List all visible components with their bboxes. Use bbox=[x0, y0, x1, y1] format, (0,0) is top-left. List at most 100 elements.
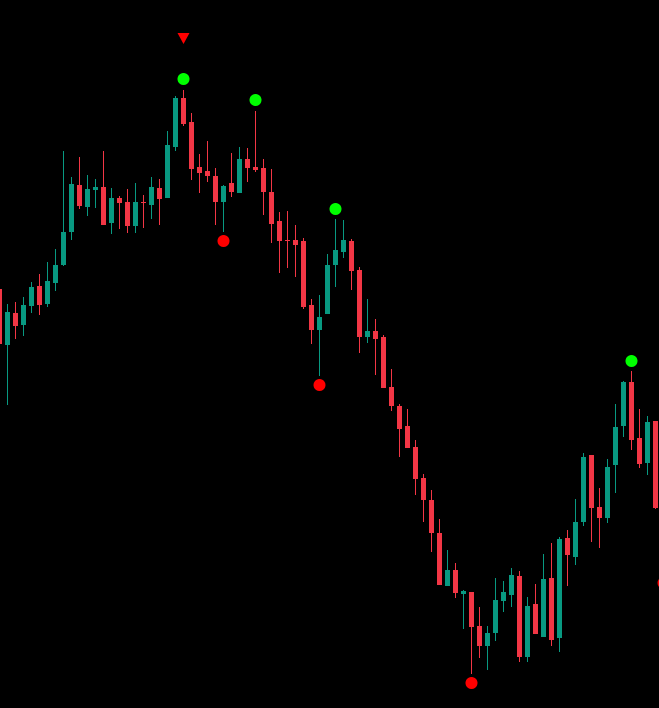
candle bbox=[109, 188, 114, 234]
candle-body bbox=[613, 427, 618, 465]
candle bbox=[525, 597, 530, 662]
candle bbox=[157, 179, 162, 225]
candle bbox=[493, 578, 498, 641]
candle-body bbox=[381, 337, 386, 388]
candle-body bbox=[453, 570, 458, 593]
candle-body bbox=[469, 592, 474, 627]
candle bbox=[0, 289, 2, 344]
candle bbox=[557, 537, 562, 652]
markers-layer bbox=[177, 33, 659, 689]
candle-body bbox=[573, 522, 578, 557]
candle bbox=[541, 554, 546, 637]
candle-body bbox=[21, 305, 26, 325]
candle bbox=[469, 592, 474, 674]
candle-body bbox=[437, 533, 442, 585]
candle-body bbox=[413, 447, 418, 479]
candle-body bbox=[653, 421, 658, 508]
candle-body bbox=[533, 604, 538, 634]
candle bbox=[309, 299, 314, 344]
candle bbox=[141, 195, 146, 228]
candle-body bbox=[125, 202, 130, 226]
candle bbox=[117, 196, 122, 229]
candle-body bbox=[317, 317, 322, 330]
candle-body bbox=[629, 382, 634, 440]
candle-body bbox=[221, 186, 226, 202]
candle bbox=[149, 177, 154, 219]
candle bbox=[397, 404, 402, 457]
candle-body bbox=[485, 633, 490, 646]
candle-body bbox=[325, 265, 330, 314]
candle-body bbox=[293, 240, 298, 245]
candle bbox=[445, 550, 450, 586]
candle bbox=[333, 219, 338, 287]
candle bbox=[213, 168, 218, 225]
candle bbox=[629, 371, 634, 450]
candle-body bbox=[189, 122, 194, 169]
candle-body bbox=[229, 183, 234, 192]
candle-body bbox=[0, 289, 2, 344]
candle-body bbox=[493, 600, 498, 633]
swing-low-dot bbox=[217, 235, 230, 247]
candle-body bbox=[69, 184, 74, 232]
candle bbox=[477, 607, 482, 658]
candle-body bbox=[333, 250, 338, 265]
candle bbox=[61, 151, 66, 266]
candle bbox=[285, 211, 290, 268]
candle bbox=[13, 302, 18, 339]
candle bbox=[237, 147, 242, 193]
candle bbox=[125, 189, 130, 233]
candle bbox=[653, 421, 658, 509]
candle-body bbox=[445, 570, 450, 586]
candle-body bbox=[141, 202, 146, 203]
candle bbox=[341, 220, 346, 258]
candle-body bbox=[461, 591, 466, 594]
candle-body bbox=[541, 579, 546, 637]
candle-body bbox=[509, 575, 514, 595]
swing-low-dot bbox=[313, 379, 326, 391]
candle-body bbox=[421, 478, 426, 500]
candle bbox=[597, 488, 602, 548]
candle bbox=[637, 409, 642, 468]
candle bbox=[5, 304, 10, 405]
candle bbox=[645, 416, 650, 475]
candle bbox=[101, 151, 106, 225]
candle bbox=[389, 369, 394, 411]
candles-layer bbox=[0, 90, 658, 674]
candle-body bbox=[373, 331, 378, 339]
candle-body bbox=[213, 176, 218, 202]
swing-high-dot bbox=[249, 94, 262, 106]
candle-body bbox=[53, 265, 58, 283]
candle bbox=[429, 490, 434, 552]
candle bbox=[509, 568, 514, 607]
candle bbox=[565, 530, 570, 586]
candle bbox=[581, 453, 586, 526]
candle-body bbox=[405, 426, 410, 448]
candle bbox=[549, 543, 554, 646]
candle bbox=[357, 267, 362, 353]
candle bbox=[21, 297, 26, 336]
candle bbox=[301, 238, 306, 309]
candle bbox=[29, 282, 34, 313]
candle-body bbox=[157, 188, 162, 199]
candle-body bbox=[397, 406, 402, 429]
swing-high-dot bbox=[625, 355, 638, 367]
candle bbox=[93, 179, 98, 208]
candle-body bbox=[517, 576, 522, 657]
candle-body bbox=[557, 539, 562, 638]
candle bbox=[421, 474, 426, 522]
candle bbox=[405, 409, 410, 448]
candle-body bbox=[565, 538, 570, 555]
candle-body bbox=[341, 240, 346, 252]
candle bbox=[53, 249, 58, 291]
candle bbox=[381, 335, 386, 388]
candle-body bbox=[5, 312, 10, 345]
candle bbox=[37, 274, 42, 315]
candle-body bbox=[365, 331, 370, 337]
candle bbox=[413, 440, 418, 495]
candle-body bbox=[605, 467, 610, 518]
candle-body bbox=[181, 98, 186, 124]
candle bbox=[173, 96, 178, 151]
candle bbox=[365, 299, 370, 343]
candle bbox=[165, 131, 170, 198]
